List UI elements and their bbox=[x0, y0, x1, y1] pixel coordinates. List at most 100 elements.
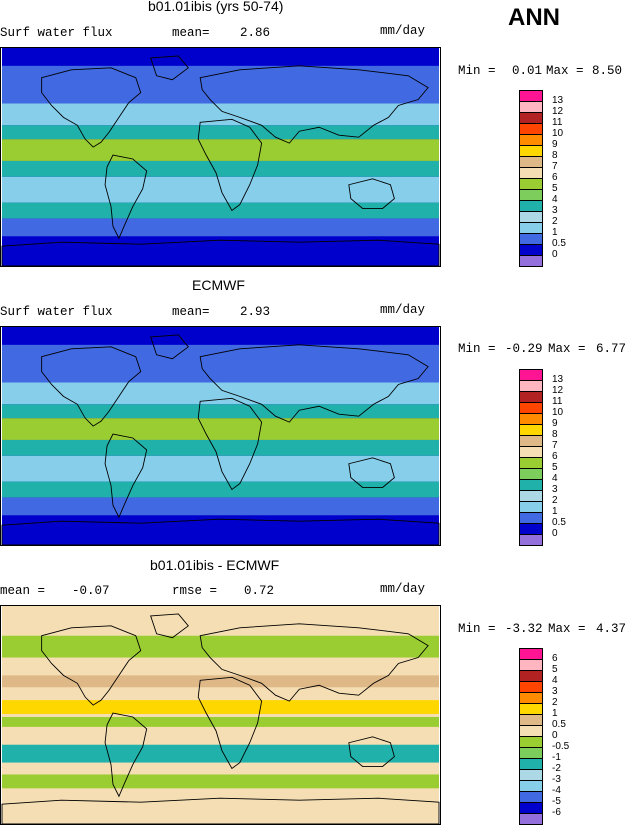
colorbar-tick-label: 0.5 bbox=[552, 719, 566, 730]
panel1-units: mm/day bbox=[380, 24, 426, 38]
contour-band bbox=[2, 65, 439, 104]
coastline bbox=[1, 239, 440, 266]
contour-band bbox=[2, 160, 439, 177]
colorbar-tick-label: 10 bbox=[552, 128, 564, 139]
colorbar-tick-label: 3 bbox=[552, 484, 558, 495]
panel3-title: b01.01ibis - ECMWF bbox=[150, 557, 280, 573]
coastline bbox=[197, 397, 263, 491]
coastline bbox=[150, 334, 189, 360]
colorbar-tick-label: 1 bbox=[552, 506, 558, 517]
map-field bbox=[1, 48, 440, 266]
colorbar-tick-label: -4 bbox=[552, 785, 561, 796]
contour-band bbox=[2, 455, 439, 482]
contour-band bbox=[2, 497, 439, 516]
colorbar-tick-label: 8 bbox=[552, 429, 558, 440]
colorbar-tick-label: 6 bbox=[552, 653, 558, 664]
contour-band bbox=[2, 382, 439, 405]
coastline bbox=[199, 65, 429, 144]
colorbar-tick-label: 13 bbox=[552, 95, 564, 106]
panel3-rmse-value: 0.72 bbox=[244, 584, 275, 598]
colorbar-tick-label: 5 bbox=[552, 183, 558, 194]
colorbar-tick-label: -0.5 bbox=[552, 741, 570, 752]
contour-band bbox=[2, 125, 439, 140]
panel1-variable-label: Surf water flux bbox=[0, 26, 113, 40]
panel1-min-label: Min = bbox=[458, 64, 496, 78]
colorbar-tick-label: 0.5 bbox=[552, 238, 566, 249]
colorbar-tick-label: 11 bbox=[552, 396, 563, 407]
panel1-mean-value: 2.86 bbox=[240, 26, 271, 40]
contour-band bbox=[2, 218, 439, 237]
contour-band bbox=[2, 344, 439, 383]
contour-band bbox=[2, 418, 439, 440]
contour-band bbox=[2, 716, 439, 727]
colorbar-tick-label: 9 bbox=[552, 418, 558, 429]
colorbar-tick-label: 7 bbox=[552, 440, 558, 451]
colorbar-tick-label: 4 bbox=[552, 473, 558, 484]
panel3-map bbox=[0, 605, 441, 825]
contour-band bbox=[2, 700, 439, 715]
panel2-mean-value: 2.93 bbox=[240, 305, 271, 319]
colorbar-tick-label: -5 bbox=[552, 796, 561, 807]
coastline bbox=[348, 457, 395, 488]
panel2-min-label: Min = bbox=[458, 342, 496, 356]
colorbar-tick-label: 4 bbox=[552, 194, 558, 205]
contour-band bbox=[2, 481, 439, 498]
panel2-units: mm/day bbox=[380, 303, 426, 317]
contour-band bbox=[2, 774, 439, 789]
colorbar-tick-label: 4 bbox=[552, 675, 558, 686]
colorbar-tick-label: 12 bbox=[552, 385, 564, 396]
contour-band bbox=[2, 202, 439, 219]
panel2-title: ECMWF bbox=[192, 277, 245, 293]
panel1-mean-label: mean= bbox=[172, 26, 210, 40]
colorbar-tick-label: 2 bbox=[552, 495, 558, 506]
colorbar-tick-label: 11 bbox=[552, 117, 563, 128]
panel3-max-label: Max = bbox=[548, 622, 586, 636]
coastline bbox=[41, 625, 142, 706]
colorbar-tick-label: 0 bbox=[552, 528, 558, 539]
coastline bbox=[197, 118, 263, 212]
colorbar-tick-label: -2 bbox=[552, 763, 561, 774]
panel2-mean-label: mean= bbox=[172, 305, 210, 319]
coastline bbox=[104, 433, 148, 519]
coastline bbox=[104, 154, 148, 240]
contour-band bbox=[2, 744, 439, 763]
contour-band bbox=[2, 139, 439, 161]
colorbar-tick-label: -3 bbox=[552, 774, 561, 785]
colorbar-tick-label: 2 bbox=[552, 216, 558, 227]
season-label: ANN bbox=[508, 4, 560, 31]
contour-band bbox=[2, 103, 439, 126]
contour-band bbox=[2, 439, 439, 456]
colorbar-swatch bbox=[519, 813, 543, 825]
panel2-min-value: -0.29 bbox=[505, 342, 543, 356]
colorbar-tick-label: 0.5 bbox=[552, 517, 566, 528]
colorbar-tick-label: 1 bbox=[552, 708, 558, 719]
colorbar-tick-label: 1 bbox=[552, 227, 558, 238]
coastline bbox=[199, 623, 429, 702]
panel2-max-value: 6.77 bbox=[596, 342, 627, 356]
colorbar-tick-label: 12 bbox=[552, 106, 564, 117]
colorbar-tick-label: 8 bbox=[552, 150, 558, 161]
colorbar-tick-label: 0 bbox=[552, 249, 558, 260]
panel3-rmse-label: rmse = bbox=[172, 584, 218, 598]
coastline bbox=[150, 55, 189, 81]
colorbar-swatch bbox=[519, 534, 543, 546]
coastline bbox=[348, 736, 395, 767]
panel3-min-value: -3.32 bbox=[505, 622, 543, 636]
colorbar-tick-label: 3 bbox=[552, 686, 558, 697]
panel3-mean-value: -0.07 bbox=[72, 584, 110, 598]
colorbar-tick-label: 9 bbox=[552, 139, 558, 150]
panel3-mean-label: mean = bbox=[0, 584, 46, 598]
coastline bbox=[1, 518, 440, 545]
colorbar-tick-label: 7 bbox=[552, 161, 558, 172]
panel3-units: mm/day bbox=[380, 582, 426, 596]
panel1-min-value: 0.01 bbox=[512, 64, 543, 78]
colorbar-tick-label: 6 bbox=[552, 172, 558, 183]
map-field bbox=[1, 606, 440, 824]
panel2-max-label: Max = bbox=[548, 342, 586, 356]
panel1-map bbox=[0, 47, 441, 267]
coastline bbox=[199, 344, 429, 423]
contour-band bbox=[2, 404, 439, 419]
panel3-max-value: 4.37 bbox=[596, 622, 627, 636]
map-field bbox=[1, 327, 440, 545]
contour-band bbox=[2, 635, 439, 658]
